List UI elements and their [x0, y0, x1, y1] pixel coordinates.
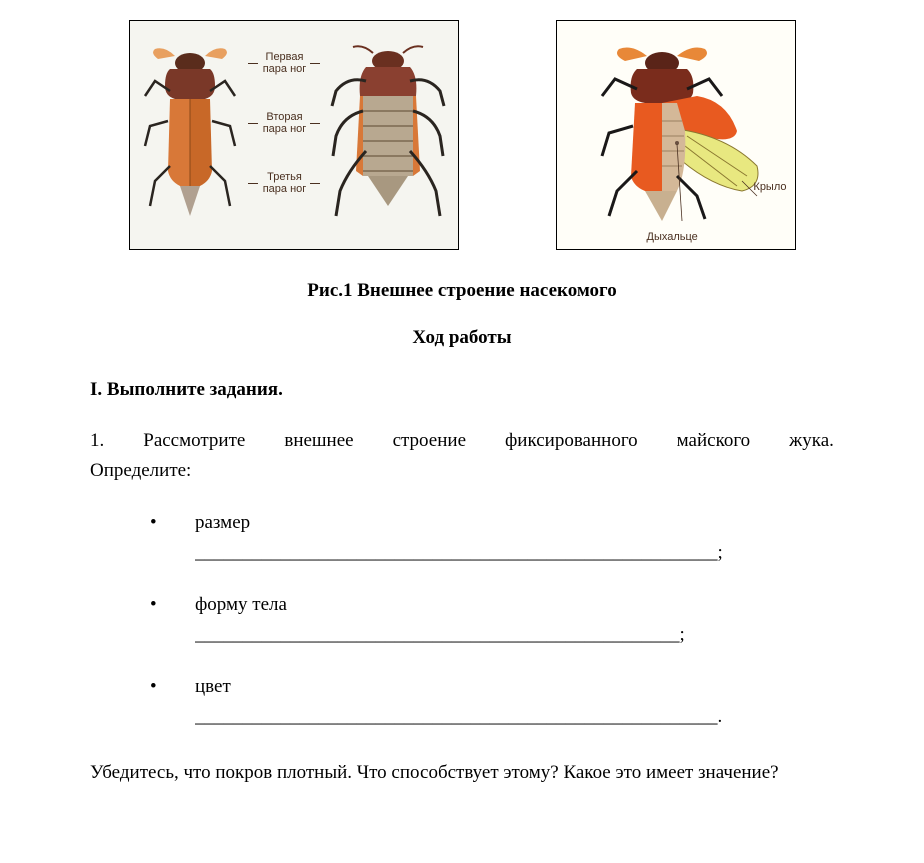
bullet-item-color: цвет ___________________________________… [150, 676, 824, 728]
section-title: I. Выполните задания. [20, 379, 904, 401]
task-1-text: 1. Рассмотрите внешнее строение фиксиров… [20, 426, 904, 487]
label-wing: Крыло [753, 181, 786, 193]
blank-line-size: ________________________________________… [195, 542, 824, 564]
task-1-line-1: 1. Рассмотрите внешнее строение фиксиров… [90, 426, 834, 456]
label-spiracle: Дыхальце [647, 231, 698, 243]
bullet-label-shape: форму тела [195, 594, 824, 616]
task-1-line-2: Определите: [90, 456, 834, 486]
bullet-label-color: цвет [195, 676, 824, 698]
bullet-label-size: размер [195, 512, 824, 534]
beetle-dorsal-icon [140, 41, 240, 231]
figure-2: Крыло Дыхальце [556, 20, 796, 250]
images-row: Первая пара ног Вторая пара ног Третья п… [20, 20, 904, 250]
closing-paragraph: Убедитесь, что покров плотный. Что спосо… [20, 758, 904, 788]
beetle-diagram-wings: Крыло Дыхальце [557, 21, 795, 249]
beetle-diagram-legs: Первая пара ног Вторая пара ног Третья п… [130, 21, 458, 249]
blank-line-color: ________________________________________… [195, 706, 824, 728]
label-legs-2: Вторая пара ног [260, 111, 310, 135]
task-1-number: 1. [90, 426, 104, 456]
task-1-w1: внешнее [284, 426, 353, 456]
beetle-wings-icon [577, 41, 777, 231]
task-1-w2: строение [393, 426, 466, 456]
procedure-heading: Ход работы [20, 327, 904, 349]
task-1-w4: майского [677, 426, 751, 456]
figure-caption: Рис.1 Внешнее строение насекомого [20, 280, 904, 302]
blank-line-shape: ________________________________________… [195, 624, 824, 646]
label-legs-1: Первая пара ног [260, 51, 310, 75]
bullet-item-shape: форму тела _____________________________… [150, 594, 824, 646]
figure-1: Первая пара ног Вторая пара ног Третья п… [129, 20, 459, 250]
task-1-w3: фиксированного [505, 426, 638, 456]
task-1-w0: Рассмотрите [143, 426, 245, 456]
task-1-w5: жука. [789, 426, 834, 456]
beetle-ventral-icon [328, 41, 448, 231]
label-legs-3: Третья пара ног [260, 171, 310, 195]
bullet-list: размер _________________________________… [20, 512, 904, 728]
bullet-item-size: размер _________________________________… [150, 512, 824, 564]
